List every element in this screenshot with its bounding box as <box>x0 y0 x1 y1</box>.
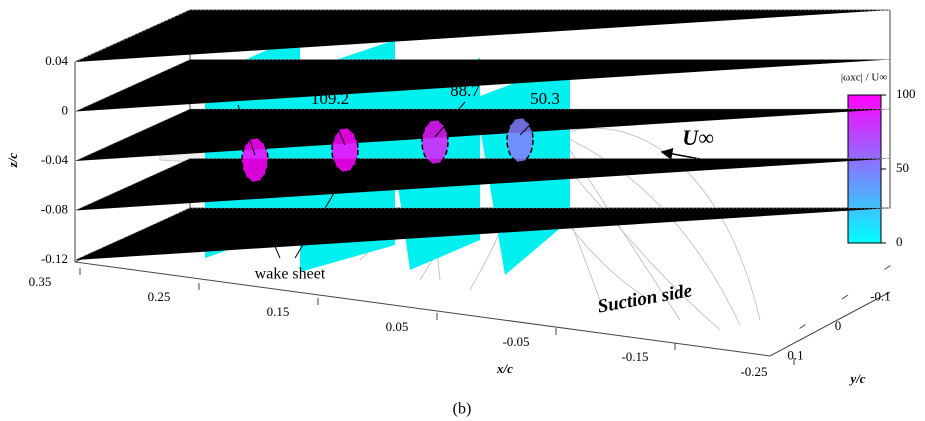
y-tick-label: 0 <box>835 318 842 333</box>
y-axis-label: y/c <box>848 371 865 386</box>
wake-label: wake sheet <box>255 266 326 283</box>
grid-line <box>75 208 890 260</box>
x-tick-label: 0.35 <box>29 274 52 289</box>
y-tick <box>885 266 891 270</box>
z-tick-label: 0 <box>62 102 69 117</box>
colorbar-tick-label: 0 <box>896 234 903 249</box>
x-tick-label: 0.05 <box>386 319 409 334</box>
grid-line <box>75 10 890 62</box>
caption: (b) <box>453 401 472 418</box>
grid-line <box>75 159 890 211</box>
suction-label: Suction side <box>596 280 694 317</box>
z-axis-label: z/c <box>5 153 20 169</box>
x-tick-label: -0.15 <box>621 349 648 364</box>
vortex-core <box>332 128 358 172</box>
colorbar-label: |ωxc| / U∞ <box>841 72 888 84</box>
vortex-core <box>242 138 268 182</box>
x-tick-label: 0.25 <box>148 289 171 304</box>
peak-label: 109.2 <box>311 89 349 108</box>
peak-label: 113.8 <box>219 84 257 103</box>
y-tick-label: -0.1 <box>870 288 891 303</box>
y-tick <box>800 325 806 329</box>
z-tick-label: -0.04 <box>41 152 69 167</box>
y-tick-label: 0.1 <box>787 347 803 362</box>
y-tick <box>842 295 848 299</box>
colorbar <box>848 95 881 243</box>
x-tick-label: -0.05 <box>502 334 529 349</box>
peak-label: 50.3 <box>530 89 560 108</box>
figure: z/c x/c y/c (b) |ωxc| / U∞ wake sheet Su… <box>0 0 925 421</box>
x-tick-label: -0.25 <box>740 364 767 379</box>
x-tick-label: 0.15 <box>267 304 290 319</box>
flow-label: U∞ <box>682 125 714 150</box>
z-tick-label: 0.04 <box>45 53 68 68</box>
peak-label: 88.7 <box>450 81 480 100</box>
colorbar-tick-label: 100 <box>896 86 916 101</box>
z-tick-label: -0.12 <box>41 251 68 266</box>
colorbar-tick-label: 50 <box>896 160 909 175</box>
x-axis-label: x/c <box>496 361 513 376</box>
vortex-core <box>507 118 533 162</box>
z-tick-label: -0.08 <box>41 201 68 216</box>
